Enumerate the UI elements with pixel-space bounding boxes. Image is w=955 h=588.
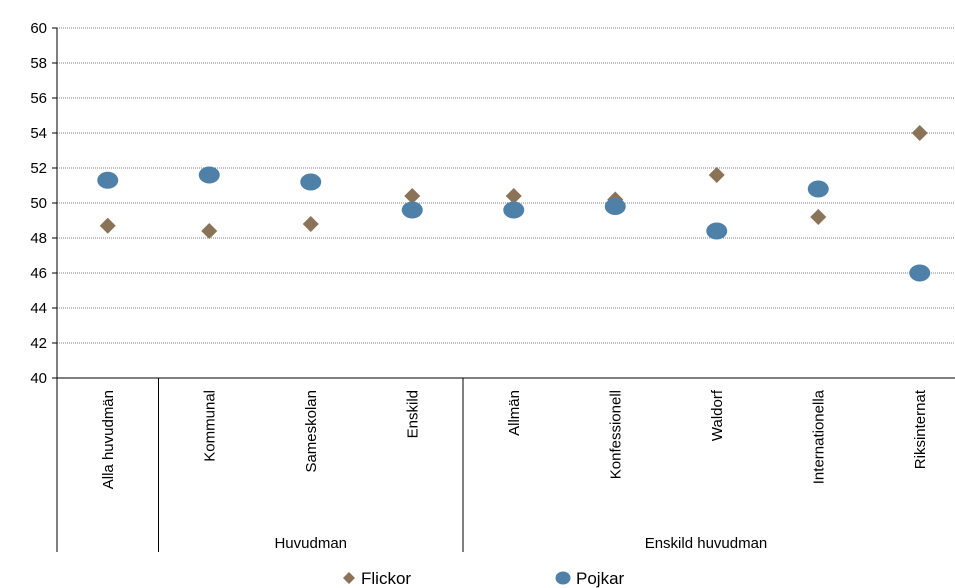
y-tick-label: 56 — [30, 90, 47, 107]
flickor-point — [404, 188, 421, 204]
series-pojkar — [97, 166, 931, 282]
pojkar-point — [807, 180, 829, 198]
flickor-point — [302, 216, 319, 232]
y-axis-tick-labels: 40 42 44 46 48 50 52 54 56 58 60 — [30, 20, 47, 387]
y-tick-label: 42 — [30, 335, 47, 352]
data-series — [97, 125, 931, 282]
pojkar-point — [97, 171, 119, 189]
y-tick-label: 48 — [30, 230, 47, 247]
pojkar-point — [706, 222, 728, 240]
category-label: Alla huvudmän — [100, 390, 117, 489]
flickor-point — [99, 217, 116, 234]
legend-pojkar-marker — [555, 571, 571, 585]
legend-label: Pojkar — [576, 569, 625, 588]
y-tick-label: 58 — [30, 55, 47, 72]
category-label: Internationella — [810, 389, 827, 484]
flickor-point — [810, 209, 827, 225]
y-tick-label: 40 — [30, 370, 47, 387]
category-label: Waldorf — [709, 389, 726, 441]
category-label: Allmän — [506, 390, 523, 436]
flickor-point — [505, 188, 522, 204]
legend: Flickor Pojkar — [343, 569, 625, 588]
legend-flickor-marker — [343, 572, 355, 584]
pojkar-point — [300, 173, 322, 191]
pojkar-point — [604, 198, 626, 215]
category-label: Sameskolan — [303, 390, 320, 473]
gridlines — [57, 27, 955, 344]
flickor-point — [708, 167, 725, 183]
category-label: Kommunal — [201, 390, 218, 462]
y-tick-label: 46 — [30, 265, 47, 282]
pojkar-point — [503, 201, 525, 219]
category-label: Riksinternat — [912, 389, 929, 469]
pojkar-point — [401, 201, 423, 219]
pojkar-point — [909, 264, 931, 282]
y-tick-label: 52 — [30, 160, 47, 177]
y-tick-label: 44 — [30, 300, 47, 317]
axes — [52, 27, 955, 552]
legend-label: Flickor — [361, 569, 411, 588]
y-tick-label: 60 — [30, 20, 47, 37]
category-label: Konfessionell — [607, 390, 624, 479]
x-axis-group-labels: Huvudman Enskild huvudman — [274, 535, 767, 552]
group-label: Huvudman — [274, 535, 347, 552]
series-flickor — [99, 125, 928, 239]
pojkar-point — [198, 166, 220, 184]
x-axis-category-labels: Alla huvudmän Kommunal Sameskolan Enskild Al… — [100, 389, 929, 489]
y-tick-label: 54 — [30, 125, 47, 142]
group-label: Enskild huvudman — [645, 535, 768, 552]
flickor-point — [201, 223, 218, 239]
category-label: Enskild — [404, 390, 421, 438]
flickor-point — [911, 125, 928, 141]
y-tick-label: 50 — [30, 195, 47, 212]
